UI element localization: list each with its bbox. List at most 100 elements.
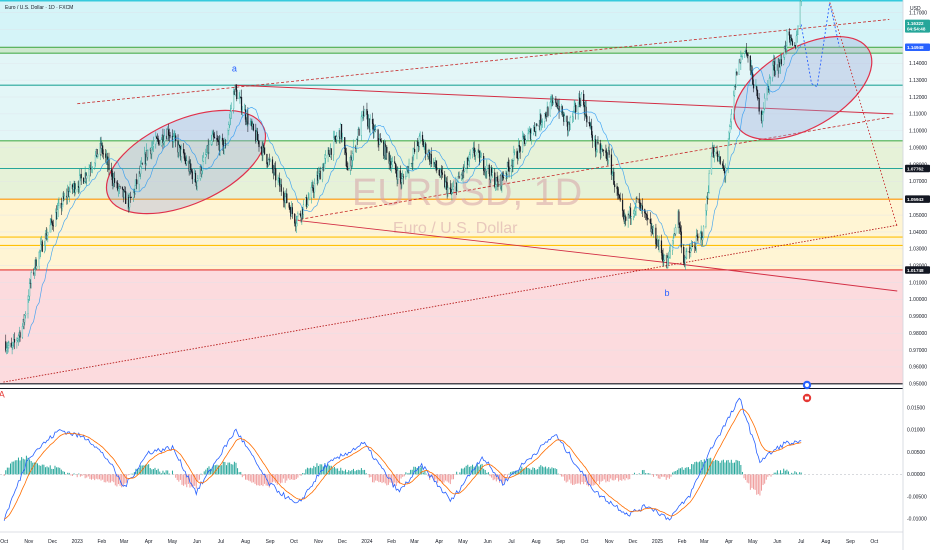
candle-body xyxy=(13,339,16,343)
candle-body xyxy=(249,123,251,125)
histogram-bar xyxy=(38,465,40,475)
histogram-bar xyxy=(729,462,731,475)
histogram-bar xyxy=(778,473,780,475)
histogram-bar xyxy=(416,468,418,475)
candle-body xyxy=(691,245,694,247)
histogram-bar xyxy=(489,474,491,477)
histogram-bar xyxy=(760,474,762,491)
candle-body xyxy=(110,169,112,171)
histogram-bar xyxy=(751,474,753,488)
candle-body xyxy=(55,212,57,227)
signal-line xyxy=(4,408,802,520)
symbol-title[interactable]: Euro / U.S. Dollar · 1D · FXCM xyxy=(5,5,73,11)
histogram-bar xyxy=(76,474,78,478)
time-tick: Dec xyxy=(338,539,347,545)
candle-body xyxy=(351,160,353,167)
candle-body xyxy=(340,124,343,140)
price-badge-sub: 04:54:48 xyxy=(907,27,926,32)
candle-body xyxy=(162,134,164,144)
candle-body xyxy=(580,93,582,106)
candle-body xyxy=(766,87,768,99)
candle-body xyxy=(795,35,798,48)
candle-body xyxy=(469,154,471,156)
candle-body xyxy=(136,179,138,185)
price-tick: 0.98000 xyxy=(909,331,927,337)
histogram-bar xyxy=(405,472,407,475)
candle-body xyxy=(262,145,264,156)
candle-body xyxy=(585,106,587,117)
candle-body xyxy=(288,202,290,208)
candle-body xyxy=(16,339,18,343)
candle-body xyxy=(788,31,790,36)
histogram-bar xyxy=(98,474,100,480)
histogram-bar xyxy=(572,474,574,485)
candle-body xyxy=(56,209,58,220)
histogram-bar xyxy=(341,470,343,475)
histogram-bar xyxy=(227,462,229,475)
oscillator-axis[interactable]: 0.01500 0.01000 0.00500 0.00000 -0.00500 -0.0… xyxy=(907,405,927,522)
candle-body xyxy=(645,213,647,215)
candle-body xyxy=(291,207,293,215)
candle-body xyxy=(295,222,297,227)
candle-body xyxy=(280,184,282,192)
histogram-bar xyxy=(699,461,701,475)
histogram-bar xyxy=(614,474,616,480)
candle-body xyxy=(358,129,360,136)
histogram-bar xyxy=(716,460,718,475)
candle-body xyxy=(783,46,786,58)
candle-body xyxy=(525,140,527,144)
histogram-bar xyxy=(105,474,107,483)
candle-body xyxy=(752,84,755,89)
moving-average-line xyxy=(27,43,802,337)
histogram-bar xyxy=(456,471,458,475)
histogram-bar xyxy=(57,467,59,475)
time-axis[interactable]: Oct Nov Dec 2023 Feb Mar Apr May Jun Jul Aug Sep Oct… xyxy=(0,539,878,545)
histogram-bar xyxy=(440,474,442,482)
candle-body xyxy=(71,184,74,190)
candle-body xyxy=(179,144,181,147)
histogram-bar xyxy=(529,468,531,475)
histogram-bar xyxy=(599,474,601,485)
candle-body xyxy=(61,204,63,209)
histogram-bar xyxy=(462,468,464,475)
histogram-bar xyxy=(653,474,655,477)
candle-body xyxy=(69,184,71,192)
histogram-bar xyxy=(311,468,313,475)
price-badge-box xyxy=(905,43,930,52)
histogram-bar xyxy=(260,474,262,486)
histogram-bar xyxy=(757,474,759,495)
candle-body xyxy=(266,154,268,165)
histogram-bar xyxy=(514,470,516,475)
histogram-bar xyxy=(352,468,354,475)
histogram-bar xyxy=(360,468,362,475)
candle-body xyxy=(494,172,496,187)
candle-body xyxy=(519,146,521,152)
flag-icon[interactable] xyxy=(802,393,812,403)
candle-body xyxy=(360,116,363,136)
histogram-bar xyxy=(224,461,226,475)
time-tick: Feb xyxy=(98,539,107,545)
histogram-bar xyxy=(387,474,389,485)
candle-body xyxy=(118,186,120,189)
histogram-bar xyxy=(35,462,37,475)
histogram-bar xyxy=(254,474,256,484)
histogram-bar xyxy=(335,468,337,475)
alert-icon[interactable] xyxy=(802,380,812,390)
histogram-bar xyxy=(194,474,196,486)
candle-body xyxy=(310,186,312,199)
histogram-bar xyxy=(446,474,448,482)
watermark-name: Euro / U.S. Dollar xyxy=(393,220,518,237)
histogram-bar xyxy=(165,470,167,475)
histogram-bar xyxy=(502,474,504,484)
candle-body xyxy=(379,139,382,142)
candle-body xyxy=(769,77,771,79)
time-tick: Feb xyxy=(678,539,687,545)
projection-path xyxy=(800,2,898,228)
candle-body xyxy=(521,136,524,152)
candle-body xyxy=(517,145,520,159)
histogram-bar xyxy=(268,474,270,488)
candle-body xyxy=(664,254,666,261)
histogram-bar xyxy=(364,469,366,475)
histogram-bar xyxy=(505,474,507,476)
